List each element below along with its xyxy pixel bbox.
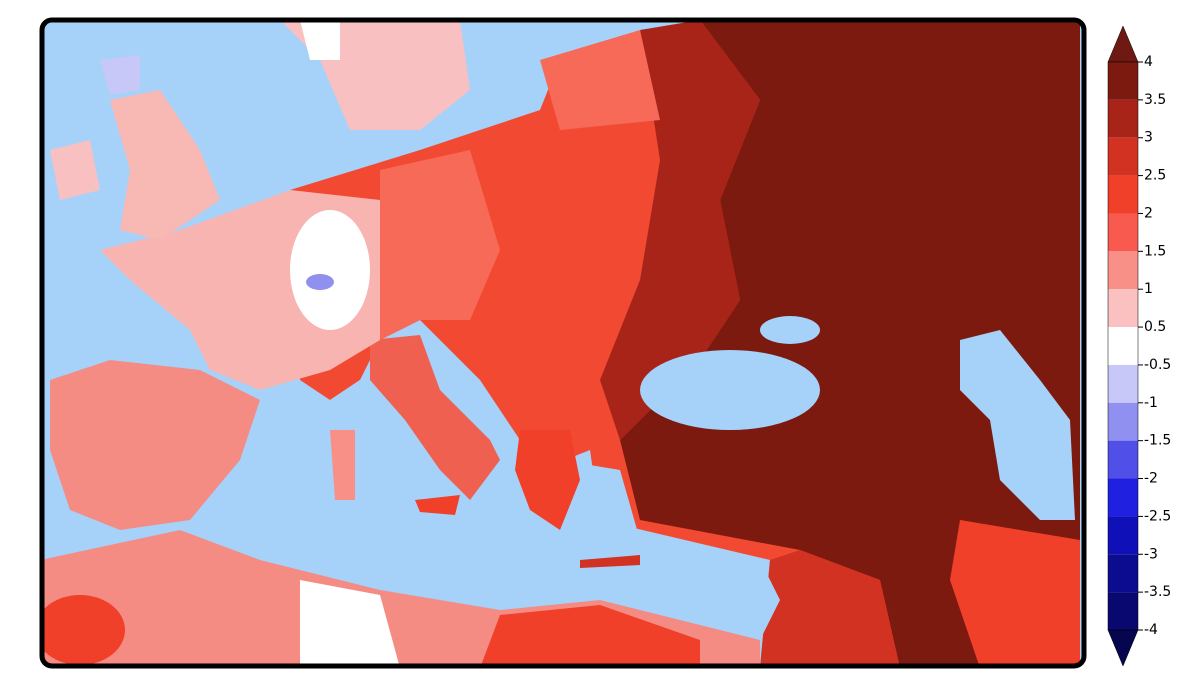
colorbar-band xyxy=(1108,327,1138,365)
colorbar-band xyxy=(1108,402,1138,441)
italy xyxy=(370,335,500,500)
colorbar-tick-label: 4 xyxy=(1144,54,1153,70)
north-africa-white xyxy=(300,580,400,666)
colorbar-band xyxy=(1108,99,1138,138)
colorbar-band xyxy=(1108,364,1138,403)
colorbar-tick-label: -0.5 xyxy=(1144,357,1171,373)
scandinavia-north xyxy=(300,20,340,60)
colorbar-band xyxy=(1108,478,1138,517)
colorbar-band xyxy=(1108,554,1138,593)
colorbar-band xyxy=(1108,251,1138,290)
land-east-edge xyxy=(600,20,760,440)
colorbar-band xyxy=(1108,592,1138,630)
colorbar-tick-label: -4 xyxy=(1144,622,1158,638)
sardinia xyxy=(330,430,355,500)
map-frame xyxy=(39,17,1087,669)
mediterranean xyxy=(180,380,780,640)
colorbar-band xyxy=(1108,137,1138,176)
france-blue xyxy=(306,274,334,290)
france-white xyxy=(290,210,370,330)
britain xyxy=(110,90,220,240)
colorbar-band xyxy=(1108,213,1138,252)
black-sea xyxy=(640,350,820,430)
colorbar-tick-label: -3.5 xyxy=(1144,584,1171,600)
colorbar-tick-label: 3 xyxy=(1144,130,1153,146)
land-south-east xyxy=(760,550,900,666)
colorbar-tick-label: 3.5 xyxy=(1144,92,1166,108)
iberia xyxy=(50,360,260,530)
colorbar-band xyxy=(1108,62,1138,100)
greece xyxy=(515,430,580,530)
colorbar-band xyxy=(1108,440,1138,479)
land-east xyxy=(620,20,1080,666)
azov-sea xyxy=(760,316,820,344)
colorbar-tick-label: -2 xyxy=(1144,471,1158,487)
colorbar-extend-top xyxy=(1107,25,1139,63)
colorbar-tick-label: 2 xyxy=(1144,205,1153,221)
colorbar-tick-label: -1.5 xyxy=(1144,433,1171,449)
sicily xyxy=(415,495,460,515)
colorbar-tick-label: 1.5 xyxy=(1144,243,1166,259)
land-central-west xyxy=(380,150,500,340)
colorbar-tick-label: 0.5 xyxy=(1144,319,1166,335)
colorbar: 4 3.5 3 2.5 2 1.5 1 0.5 -0.5 -1 -1.5 -2 -2.5 -3 -3.5 -4 xyxy=(1107,25,1171,667)
colorbar-band xyxy=(1108,289,1138,328)
colorbar-band xyxy=(1108,175,1138,214)
colorbar-tick-label: -2.5 xyxy=(1144,508,1171,524)
colorbar-tick-label: 2.5 xyxy=(1144,168,1166,184)
colorbar-tick-label: -3 xyxy=(1144,546,1158,562)
map xyxy=(42,20,1084,666)
caspian-sea xyxy=(960,330,1075,520)
libya-red xyxy=(480,605,700,666)
colorbar-tick-label: 1 xyxy=(1144,281,1153,297)
colorbar-tick-label: -1 xyxy=(1144,395,1158,411)
land-levant xyxy=(950,520,1080,666)
baltic-land xyxy=(540,30,660,130)
colorbar-extend-bottom xyxy=(1107,629,1139,667)
ireland xyxy=(50,140,100,200)
scotland-blue xyxy=(100,55,140,95)
morocco-red xyxy=(42,595,125,665)
colorbar-outline xyxy=(1107,61,1139,631)
crete xyxy=(580,555,640,568)
colorbar-band xyxy=(1108,516,1138,555)
